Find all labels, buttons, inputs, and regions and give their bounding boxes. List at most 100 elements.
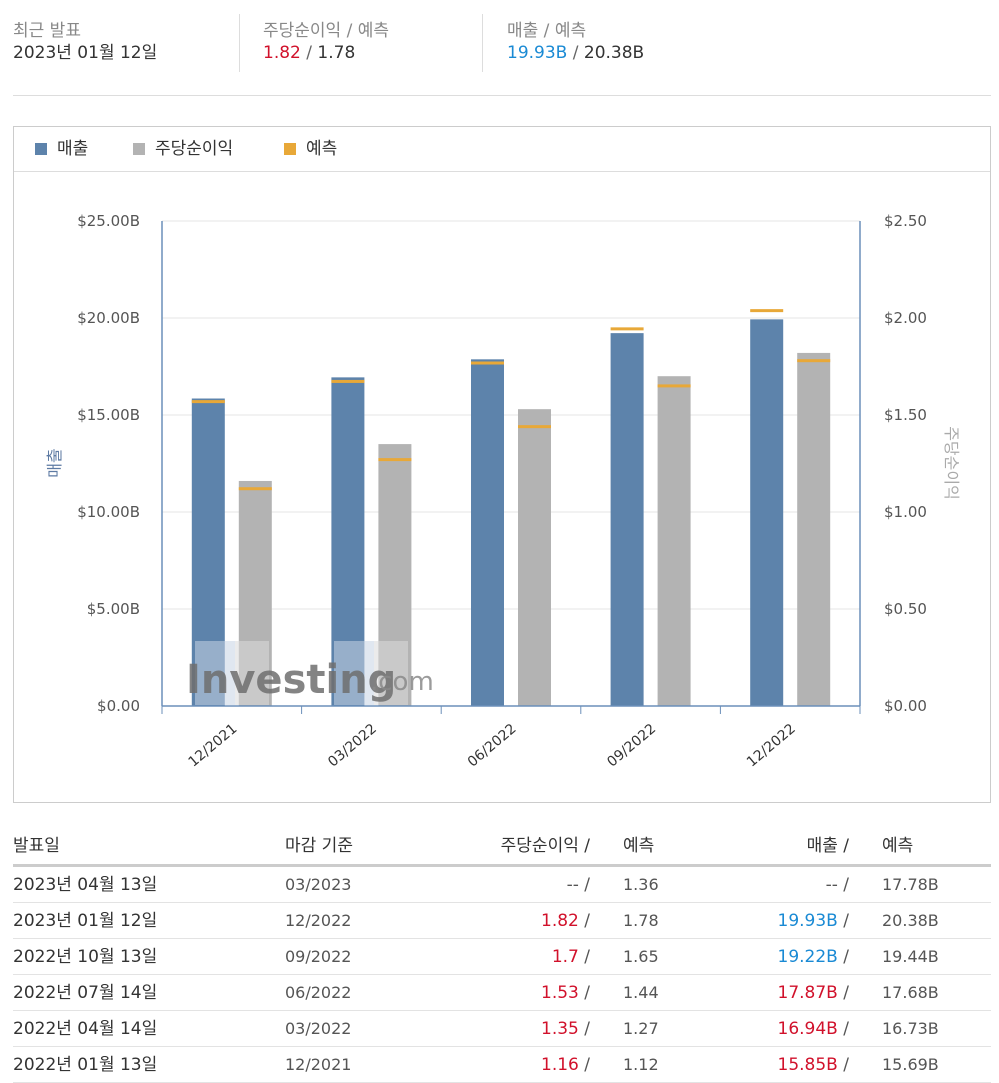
row-eps: 1.7 /	[552, 946, 590, 968]
legend-item-eps[interactable]: 주당순이익	[133, 138, 233, 160]
row-eps: 1.16 /	[541, 1054, 590, 1076]
chart-legend: 매출 주당순이익 예측	[14, 127, 990, 172]
row-eps-actual: 1.35	[541, 1019, 579, 1039]
header-revenue[interactable]: 매출 /	[807, 835, 849, 857]
eps-forecast-mark	[378, 458, 412, 462]
row-eps: 1.82 /	[541, 910, 590, 932]
table-body: 2023년 04월 13일 03/2023 -- /1.36 -- /17.78B 20…	[13, 867, 991, 1083]
row-eps-actual: 1.82	[541, 911, 579, 931]
row-revenue-forecast: 17.78B	[882, 875, 939, 894]
legend-swatch-forecast	[284, 143, 296, 155]
eps-bar	[657, 376, 691, 706]
row-eps-forecast: 1.12	[623, 1055, 659, 1074]
summary-divider	[482, 14, 483, 72]
row-period: 03/2022	[285, 1019, 352, 1038]
x-tick-label: 03/2022	[325, 721, 380, 771]
eps-actual: 1.82	[263, 43, 301, 63]
eps-forecast-mark	[518, 425, 551, 429]
watermark-text: Investing	[186, 657, 396, 703]
revenue-forecast: 20.38B	[583, 43, 645, 63]
table-row: 2022년 04월 14일 03/2022 1.35 /1.27 16.94B /16…	[13, 1011, 991, 1047]
row-revenue: 19.22B /	[778, 946, 849, 968]
revenue-bar	[471, 359, 504, 706]
header-period[interactable]: 마감 기준	[285, 836, 353, 856]
watermark-band	[195, 641, 235, 705]
legend-label-eps: 주당순이익	[155, 139, 234, 159]
earnings-chart: Investing.com $0.00 $0.00 $5.00B $0.50 $10.00…	[45, 212, 961, 771]
summary-divider	[239, 14, 240, 72]
header-release-date[interactable]: 발표일	[13, 836, 60, 856]
legend-label-revenue: 매출	[57, 139, 89, 159]
x-tick-label: 12/2022	[744, 721, 799, 771]
eps-bar	[518, 409, 551, 706]
revenue-forecast-mark	[471, 361, 504, 365]
row-revenue: 15.85B /	[778, 1054, 849, 1076]
revenue-summary-block: 매출 / 예측 19.93B / 20.38B	[507, 20, 644, 64]
right-tick-label: $1.50	[884, 406, 927, 424]
earnings-history-table: 발표일 마감 기준 주당순이익 / 예측 매출 / 예측 2023년 04월 1…	[13, 826, 991, 1083]
earnings-chart-panel: 매출 주당순이익 예측 Investing .com $0.00 $0.00 $5.00…	[13, 126, 991, 803]
table-row: 2023년 04월 13일 03/2023 -- / 1.36 -- / 17.78B	[13, 867, 991, 903]
table-header: 발표일 마감 기준 주당순이익 / 예측 매출 / 예측	[13, 826, 991, 867]
row-revenue-forecast: 19.44B	[882, 947, 939, 966]
row-revenue-forecast: 16.73B	[882, 1019, 939, 1038]
row-revenue: 19.93B /	[778, 910, 849, 932]
header-revenue-forecast[interactable]: 예측	[882, 836, 914, 856]
revenue-forecast-mark	[191, 400, 225, 404]
latest-release-label: 최근 발표	[13, 21, 81, 41]
row-eps-actual: 1.16	[541, 1055, 579, 1075]
row-eps-forecast: 1.65	[623, 947, 659, 966]
row-release-date: 2022년 07월 14일	[13, 983, 158, 1003]
eps-summary-label: 주당순이익 / 예측	[263, 21, 390, 41]
table-row: 2022년 01월 13일 12/2021 1.16 / 1.12 15.85B / 15…	[13, 1047, 991, 1083]
eps-forecast-mark	[797, 359, 831, 363]
row-revenue-actual: 16.94B	[777, 1019, 838, 1039]
header-eps-label: 주당순이익	[500, 836, 579, 856]
x-tick-label: 09/2022	[604, 721, 659, 771]
row-revenue-separator: /	[843, 1019, 849, 1039]
legend-item-revenue[interactable]: 매출	[35, 138, 88, 160]
row-revenue-forecast: 17.68B	[882, 983, 939, 1002]
revenue-forecast-mark	[610, 327, 644, 331]
right-axis-title: 주당순이익	[942, 426, 961, 500]
row-revenue-forecast: 15.69B	[882, 1055, 939, 1074]
row-eps-forecast: 1.44	[623, 983, 659, 1002]
row-eps: 1.53 /	[541, 982, 590, 1004]
row-period: 03/2023	[285, 875, 352, 894]
header-eps-forecast[interactable]: 예측	[623, 836, 655, 856]
x-tick-label: 12/2021	[186, 721, 241, 771]
row-revenue: 16.94B /	[778, 1018, 849, 1040]
eps-forecast-mark	[238, 487, 272, 491]
legend-swatch-revenue	[35, 143, 47, 155]
row-revenue-actual: --	[825, 875, 838, 895]
row-release-date: 2023년 01월 12일	[13, 911, 158, 931]
row-revenue-actual: 19.22B	[777, 947, 838, 967]
row-eps-separator: /	[584, 1019, 590, 1039]
eps-forecast: 1.78	[317, 43, 356, 63]
revenue-forecast-mark	[750, 309, 784, 313]
row-period: 12/2021	[285, 1055, 352, 1074]
row-period: 06/2022	[285, 983, 352, 1002]
legend-item-forecast[interactable]: 예측	[284, 138, 337, 160]
table-row: 2023년 01월 12일 12/2022 1.82 / 1.78 19.93B / 20…	[13, 903, 991, 939]
table-row: 2022년 07월 14일 06/2022 1.53 / 1.44 17.87B / 17…	[13, 975, 991, 1011]
x-tick-label: 06/2022	[465, 721, 520, 771]
row-revenue: -- /	[826, 874, 849, 896]
latest-release-date: 2023년 01월 12일	[13, 43, 158, 63]
row-release-date: 2022년 01월 13일	[13, 1055, 158, 1075]
header-revenue-label: 매출	[806, 836, 838, 856]
eps-summary-block: 주당순이익 / 예측 1.82 / 1.78	[263, 20, 389, 64]
latest-release-block: 최근 발표 2023년 01월 12일	[13, 20, 157, 64]
eps-separator: /	[306, 43, 312, 63]
row-release-date: 2022년 04월 14일	[13, 1019, 158, 1039]
right-tick-label: $1.00	[884, 503, 927, 521]
header-eps-separator: /	[584, 836, 590, 856]
row-eps-forecast: 1.27	[623, 1019, 659, 1038]
row-eps-actual: --	[566, 875, 579, 895]
right-tick-label: $2.50	[884, 212, 927, 230]
left-tick-label: $5.00B	[87, 600, 140, 618]
row-revenue: 17.87B /	[778, 982, 849, 1004]
header-revenue-separator: /	[843, 836, 849, 856]
header-eps[interactable]: 주당순이익 /	[501, 835, 590, 857]
row-eps-forecast: 1.78	[623, 911, 659, 930]
